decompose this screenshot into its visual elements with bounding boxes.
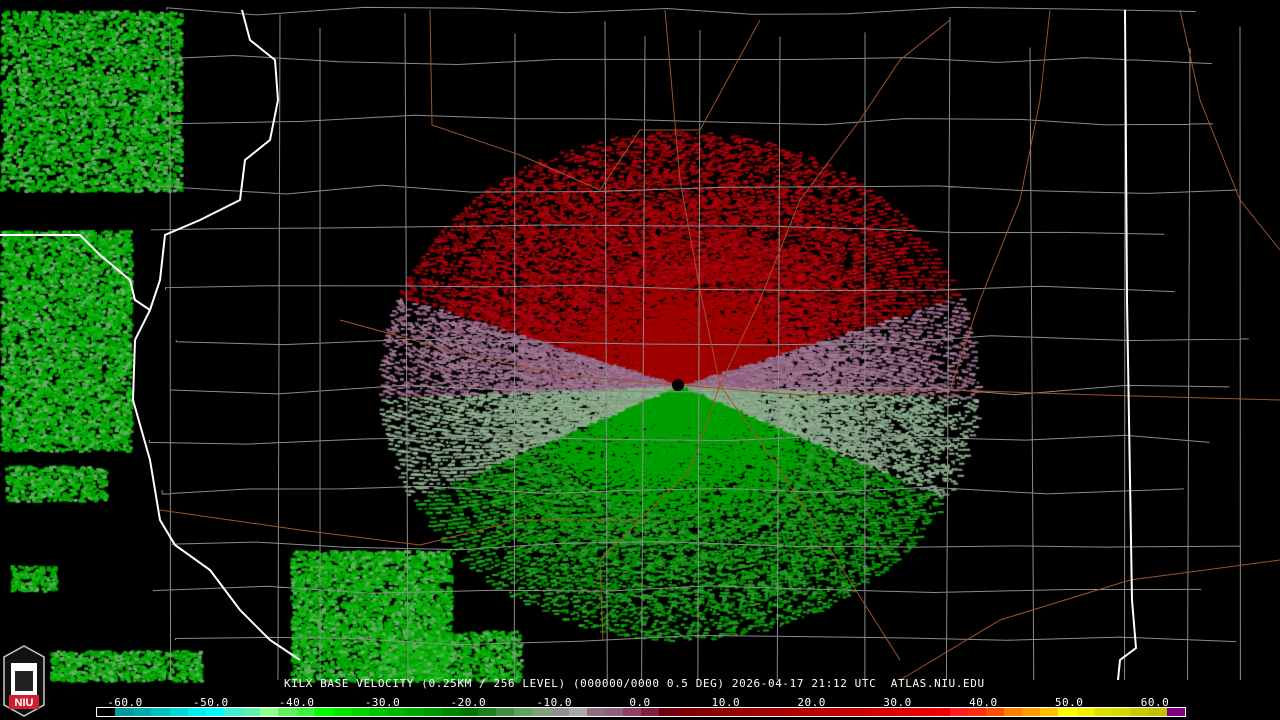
colorbar-label: 20.0	[797, 696, 826, 709]
colorbar-swatch	[568, 708, 587, 716]
radar-site-marker	[672, 379, 684, 391]
colorbar-label: 50.0	[1054, 696, 1084, 709]
highways	[159, 9, 1280, 681]
colorbar-swatch	[1022, 708, 1041, 716]
colorbar-label: -10.0	[536, 696, 572, 709]
niu-logo: NIU	[3, 645, 45, 717]
colorbar-swatch	[115, 708, 134, 716]
colorbar-swatch	[514, 708, 533, 716]
colorbar-swatch	[731, 708, 751, 716]
county-lines	[148, 6, 1249, 681]
colorbar-swatch	[695, 708, 714, 716]
colorbar-swatch	[350, 708, 370, 716]
colorbar-swatch	[260, 708, 279, 716]
colorbar-label: -30.0	[364, 696, 401, 709]
colorbar-swatch	[278, 708, 297, 716]
colorbar-swatch	[332, 708, 351, 716]
colorbar-swatch	[913, 708, 932, 716]
colorbar-swatch	[1004, 708, 1023, 716]
colorbar-swatch	[1040, 708, 1059, 716]
colorbar-label: 10.0	[711, 696, 741, 709]
colorbar-swatch	[1058, 708, 1077, 716]
colorbar-swatch	[369, 708, 388, 716]
colorbar-swatch	[1131, 708, 1150, 716]
colorbar-label: -60.0	[107, 696, 143, 709]
colorbar-swatch	[477, 708, 497, 716]
colorbar-swatch	[895, 708, 914, 716]
colorbar-swatch	[985, 708, 1005, 716]
colorbar-label: 60.0	[1140, 696, 1170, 709]
colorbar-swatch	[604, 708, 624, 716]
colorbar-swatch	[967, 708, 986, 716]
colorbar-swatch	[677, 708, 696, 716]
colorbar-swatch	[423, 708, 442, 716]
state-borders	[0, 9, 1138, 681]
colorbar-swatch	[133, 708, 152, 716]
colorbar-swatch	[822, 708, 841, 716]
colorbar-label: 0.0	[629, 696, 651, 709]
colorbar-swatch	[586, 708, 605, 716]
colorbar-label: -20.0	[450, 696, 487, 709]
colorbar-swatch	[1167, 708, 1186, 716]
colorbar-swatch	[387, 708, 406, 716]
colorbar-label: 30.0	[883, 696, 912, 709]
velocity-colorbar	[96, 707, 1186, 717]
colorbar-swatch	[151, 708, 170, 716]
colorbar-swatch	[641, 708, 660, 716]
colorbar-label: -50.0	[193, 696, 229, 709]
source-site: ATLAS.NIU.EDU	[890, 677, 985, 690]
colorbar-swatch	[1094, 708, 1113, 716]
colorbar-swatch	[550, 708, 569, 716]
svg-text:NIU: NIU	[15, 697, 34, 709]
station-id: KILX	[284, 677, 313, 690]
colorbar-swatch	[931, 708, 950, 716]
colorbar-swatch	[804, 708, 823, 716]
colorbar-label: -40.0	[278, 696, 315, 709]
product-caption: KILX BASE VELOCITY (0.25KM / 256 LEVEL) …	[284, 677, 985, 690]
colorbar-swatch	[242, 708, 261, 716]
colorbar-swatch	[441, 708, 460, 716]
colorbar-swatch	[1112, 708, 1132, 716]
colorbar-swatch	[97, 708, 116, 716]
colorbar-swatch	[768, 708, 787, 716]
volume-info: (000000/0000 0.5 DEG)	[572, 677, 725, 690]
colorbar-swatch	[405, 708, 424, 716]
resolution: (0.25KM / 256 LEVEL)	[421, 677, 566, 690]
colorbar-swatch	[877, 708, 896, 716]
colorbar-swatch	[858, 708, 878, 716]
colorbar-swatch	[949, 708, 968, 716]
timestamp: 2026-04-17 21:12 UTC	[731, 677, 877, 690]
colorbar-swatch	[169, 708, 188, 716]
colorbar-swatch	[205, 708, 224, 716]
colorbar-swatch	[786, 708, 805, 716]
colorbar-swatch	[750, 708, 769, 716]
colorbar-swatch	[1149, 708, 1168, 716]
colorbar-swatch	[296, 708, 315, 716]
colorbar-swatch	[459, 708, 478, 716]
product-name: BASE VELOCITY	[320, 677, 415, 690]
colorbar-swatch	[659, 708, 678, 716]
colorbar-swatch	[840, 708, 859, 716]
colorbar-swatch	[223, 708, 243, 716]
colorbar-swatch	[532, 708, 551, 716]
colorbar-swatch	[187, 708, 206, 716]
county-line	[148, 6, 1249, 681]
colorbar-swatch	[623, 708, 642, 716]
colorbar-swatch	[314, 708, 333, 716]
colorbar-swatch	[496, 708, 515, 716]
colorbar-swatch	[713, 708, 732, 716]
colorbar-swatch	[1076, 708, 1095, 716]
colorbar-label: 40.0	[969, 696, 998, 709]
